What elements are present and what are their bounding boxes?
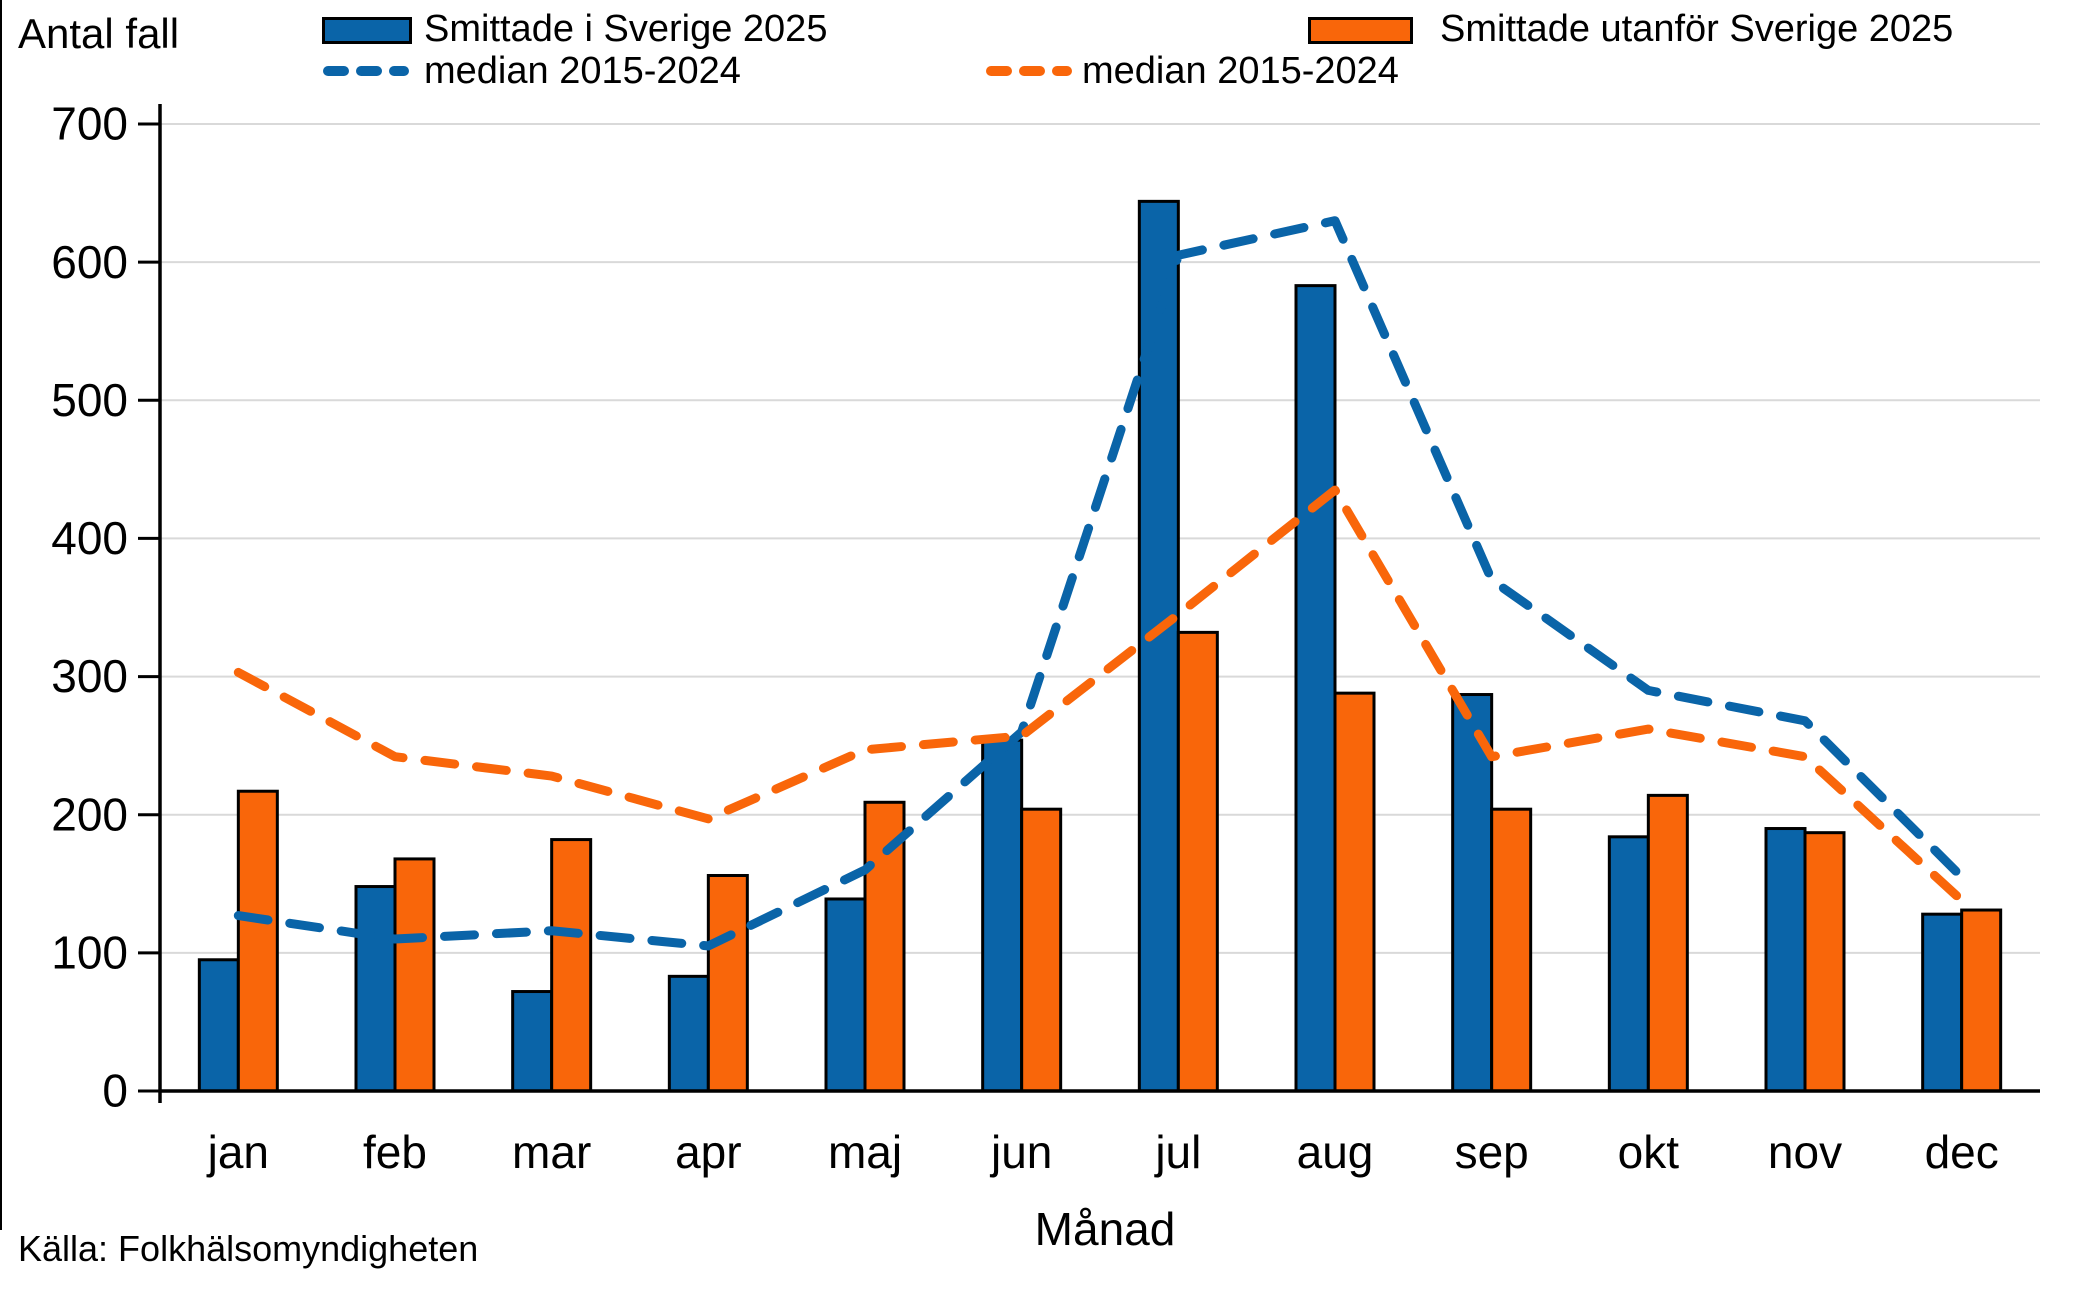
x-tick-label-feb: feb <box>363 1126 427 1178</box>
bar-jan-series1 <box>236 789 279 1093</box>
bar-nov-series0 <box>1764 827 1807 1093</box>
left-frame-line <box>0 0 2 1230</box>
x-tick-label-sep: sep <box>1455 1126 1529 1178</box>
x-tick-label-mar: mar <box>512 1126 591 1178</box>
y-tick-label-200: 200 <box>51 788 128 840</box>
x-tick-label-dec: dec <box>1925 1126 1999 1178</box>
legend-label-bar-sverige: Smittade i Sverige 2025 <box>424 8 828 50</box>
legend-swatch-median-utanfor <box>986 66 1072 76</box>
x-tick-label-aug: aug <box>1297 1126 1374 1178</box>
bar-dec-series0 <box>1921 912 1964 1093</box>
bar-feb-series1 <box>393 857 436 1093</box>
legend-swatch-bar-sverige <box>322 17 412 44</box>
legend-label-bar-utanfor: Smittade utanför Sverige 2025 <box>1440 8 1954 50</box>
y-axis-title: Antal fall <box>18 10 180 57</box>
source-note: Källa: Folkhälsomyndigheten <box>18 1228 479 1269</box>
y-tick-label-700: 700 <box>51 98 128 150</box>
bar-jul-series0 <box>1137 199 1180 1093</box>
bar-okt-series1 <box>1646 793 1689 1093</box>
bar-jul-series1 <box>1176 630 1219 1093</box>
bar-nov-series1 <box>1803 831 1846 1093</box>
bar-sep-series0 <box>1451 693 1494 1093</box>
bar-jun-series0 <box>981 738 1024 1093</box>
y-tick-label-0: 0 <box>102 1065 128 1117</box>
x-tick-label-nov: nov <box>1768 1126 1842 1178</box>
bar-mar-series1 <box>550 838 593 1093</box>
legend-label-median-utanfor: median 2015-2024 <box>1082 50 1399 92</box>
bar-dec-series1 <box>1960 908 2003 1093</box>
bar-apr-series1 <box>706 873 749 1093</box>
bar-aug-series0 <box>1294 284 1337 1093</box>
legend-swatch-bar-utanfor <box>1308 17 1413 44</box>
bar-jan-series0 <box>197 958 240 1093</box>
x-tick-label-apr: apr <box>675 1126 741 1178</box>
bar-maj-series0 <box>824 897 867 1093</box>
x-axis-title: Månad <box>1034 1203 1176 1255</box>
median-line-series1 <box>233 485 1967 905</box>
bar-jun-series1 <box>1020 807 1063 1093</box>
bar-apr-series0 <box>667 974 710 1093</box>
x-tick-label-okt: okt <box>1618 1126 1680 1178</box>
bar-okt-series0 <box>1607 835 1650 1093</box>
bar-aug-series1 <box>1333 691 1376 1093</box>
y-tick-label-300: 300 <box>51 650 128 702</box>
bar-mar-series0 <box>511 990 554 1093</box>
y-tick-label-600: 600 <box>51 236 128 288</box>
y-tick-label-100: 100 <box>51 926 128 978</box>
bar-feb-series0 <box>354 885 397 1093</box>
bar-sep-series1 <box>1490 807 1533 1093</box>
y-tick-label-400: 400 <box>51 512 128 564</box>
x-tick-label-jul: jul <box>1153 1126 1201 1178</box>
x-tick-label-jan: jan <box>206 1126 269 1178</box>
legend-label-median-sverige: median 2015-2024 <box>424 50 741 92</box>
y-tick-label-500: 500 <box>51 374 128 426</box>
legend-swatch-median-sverige <box>323 66 409 76</box>
median-line-series0 <box>233 216 1967 951</box>
x-tick-label-jun: jun <box>989 1126 1052 1178</box>
x-tick-label-maj: maj <box>828 1126 902 1178</box>
